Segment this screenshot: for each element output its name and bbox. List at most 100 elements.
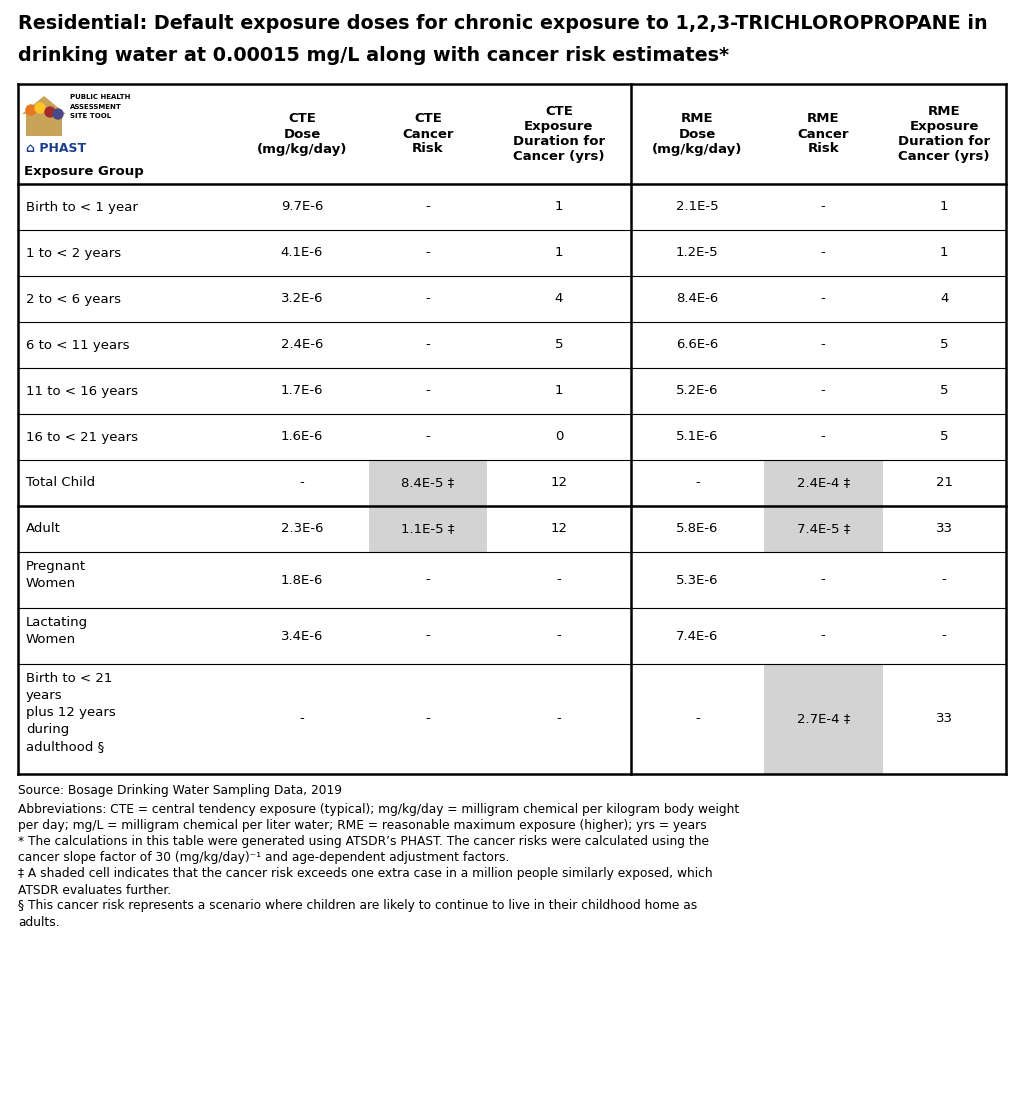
Text: drinking water at 0.00015 mg/L along with cancer risk estimates*: drinking water at 0.00015 mg/L along wit… [18,46,729,65]
Text: -: - [426,630,430,643]
Text: -: - [426,246,430,260]
Text: 1: 1 [555,384,563,397]
Text: 1: 1 [940,246,948,260]
Text: 1.6E-6: 1.6E-6 [281,430,324,443]
Text: -: - [821,200,825,214]
Text: 5: 5 [940,430,948,443]
Text: CTE
Exposure
Duration for
Cancer (yrs): CTE Exposure Duration for Cancer (yrs) [513,105,605,163]
Text: 8.4E-6: 8.4E-6 [676,292,719,306]
Text: 12: 12 [551,522,567,535]
Text: 5.2E-6: 5.2E-6 [676,384,719,397]
Text: -: - [557,713,561,726]
Text: -: - [821,430,825,443]
Text: Lactating
Women: Lactating Women [26,616,88,646]
Text: -: - [426,574,430,587]
Polygon shape [26,100,62,136]
Text: CTE
Cancer
Risk: CTE Cancer Risk [402,113,454,155]
Text: -: - [426,384,430,397]
Text: -: - [942,630,946,643]
Text: -: - [821,630,825,643]
Text: 5.3E-6: 5.3E-6 [676,574,719,587]
Text: RME
Exposure
Duration for
Cancer (yrs): RME Exposure Duration for Cancer (yrs) [898,105,990,163]
Text: 4: 4 [940,292,948,306]
Text: ⌂ PHAST: ⌂ PHAST [26,142,86,155]
Text: ‡ A shaded cell indicates that the cancer risk exceeds one extra case in a milli: ‡ A shaded cell indicates that the cance… [18,867,713,897]
Text: 16 to < 21 years: 16 to < 21 years [26,430,138,443]
Text: 5: 5 [940,384,948,397]
Bar [764,460,883,506]
Text: -: - [557,630,561,643]
Text: -: - [557,574,561,587]
Text: Birth to < 21
years
plus 12 years
during
adulthood §: Birth to < 21 years plus 12 years during… [26,672,116,753]
Text: PUBLIC HEALTH: PUBLIC HEALTH [70,94,130,100]
Text: -: - [821,292,825,306]
Text: SITE TOOL: SITE TOOL [70,113,112,119]
Text: 1: 1 [555,246,563,260]
Text: -: - [821,574,825,587]
Text: -: - [695,713,699,726]
Text: -: - [821,384,825,397]
Text: 2.4E-4 ‡: 2.4E-4 ‡ [797,476,850,489]
Text: 5.1E-6: 5.1E-6 [676,430,719,443]
Text: 6 to < 11 years: 6 to < 11 years [26,338,129,351]
Text: Residential: Default exposure doses for chronic exposure to 1,2,3-TRICHLOROPROPA: Residential: Default exposure doses for … [18,14,987,33]
Text: Source: Bosage Drinking Water Sampling Data, 2019: Source: Bosage Drinking Water Sampling D… [18,784,342,797]
Text: Adult: Adult [26,522,60,535]
Circle shape [45,107,55,117]
Text: 9.7E-6: 9.7E-6 [281,200,324,214]
Text: ASSESSMENT: ASSESSMENT [70,104,122,110]
Text: RME
Cancer
Risk: RME Cancer Risk [798,113,849,155]
Text: -: - [426,292,430,306]
Text: 1.7E-6: 1.7E-6 [281,384,324,397]
Text: 33: 33 [936,713,952,726]
Text: -: - [821,246,825,260]
Text: 4.1E-6: 4.1E-6 [281,246,324,260]
Text: 1.1E-5 ‡: 1.1E-5 ‡ [401,522,455,535]
Text: 33: 33 [936,522,952,535]
Text: 2.1E-5: 2.1E-5 [676,200,719,214]
Text: 5.8E-6: 5.8E-6 [676,522,719,535]
Text: 3.2E-6: 3.2E-6 [281,292,324,306]
Text: -: - [426,713,430,726]
Text: Total Child: Total Child [26,476,95,489]
Text: -: - [300,476,304,489]
Text: 4: 4 [555,292,563,306]
Text: 1.2E-5: 1.2E-5 [676,246,719,260]
Text: § This cancer risk represents a scenario where children are likely to continue t: § This cancer risk represents a scenario… [18,899,697,929]
Bar [369,460,487,506]
Text: Birth to < 1 year: Birth to < 1 year [26,200,138,214]
Text: 7.4E-5 ‡: 7.4E-5 ‡ [797,522,850,535]
Text: 2.3E-6: 2.3E-6 [281,522,324,535]
Text: Pregnant
Women: Pregnant Women [26,560,86,590]
Text: -: - [942,574,946,587]
Text: -: - [300,713,304,726]
Circle shape [35,103,45,113]
Bar [764,664,883,774]
Text: 8.4E-5 ‡: 8.4E-5 ‡ [401,476,455,489]
Text: 6.6E-6: 6.6E-6 [676,338,719,351]
Text: 12: 12 [551,476,567,489]
Text: 5: 5 [940,338,948,351]
Text: 1: 1 [940,200,948,214]
Text: 1.8E-6: 1.8E-6 [281,574,324,587]
Text: * The calculations in this table were generated using ATSDR’s PHAST. The cancer : * The calculations in this table were ge… [18,835,709,864]
Text: -: - [695,476,699,489]
Text: 3.4E-6: 3.4E-6 [281,630,324,643]
Text: 11 to < 16 years: 11 to < 16 years [26,384,138,397]
Circle shape [26,105,36,115]
Polygon shape [22,96,66,114]
Text: 21: 21 [936,476,952,489]
Text: 2.7E-4 ‡: 2.7E-4 ‡ [797,713,850,726]
Text: RME
Dose
(mg/kg/day): RME Dose (mg/kg/day) [652,113,742,155]
Text: -: - [426,430,430,443]
Bar [369,506,487,552]
Text: 2.4E-6: 2.4E-6 [281,338,324,351]
Text: CTE
Dose
(mg/kg/day): CTE Dose (mg/kg/day) [257,113,347,155]
Text: 2 to < 6 years: 2 to < 6 years [26,292,121,306]
Text: -: - [426,338,430,351]
Text: 5: 5 [555,338,563,351]
Text: Exposure Group: Exposure Group [24,165,143,178]
Text: 7.4E-6: 7.4E-6 [676,630,719,643]
Text: -: - [426,200,430,214]
Circle shape [53,110,63,119]
